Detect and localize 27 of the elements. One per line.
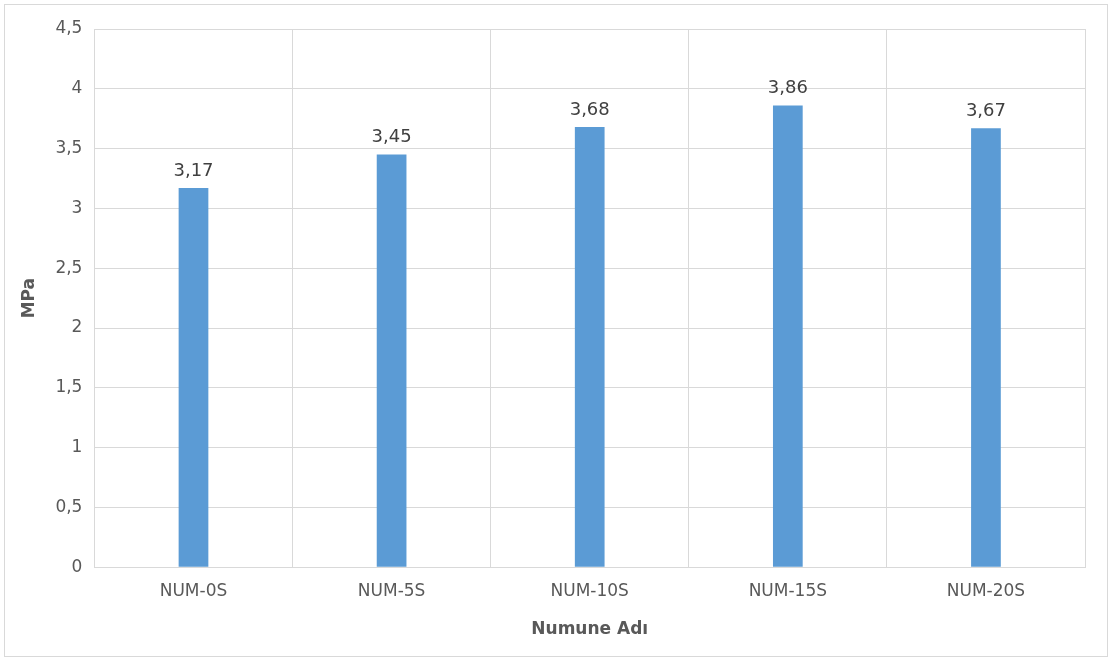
bar (376, 154, 407, 567)
bar (178, 188, 209, 567)
y-axis-title: MPa (17, 277, 38, 319)
x-tick-label: NUM-15S (748, 579, 828, 600)
y-tick-label: 0,5 (55, 495, 83, 516)
bar (971, 128, 1001, 567)
bar (574, 127, 605, 567)
data-label: 3,45 (371, 125, 412, 147)
data-label: 3,68 (569, 97, 610, 119)
x-tick-label: NUM-0S (159, 579, 228, 600)
x-tick-label: NUM-5S (357, 579, 426, 600)
data-label: 3,17 (173, 158, 214, 180)
y-tick-label: 4,5 (55, 17, 83, 38)
x-tick-label: NUM-10S (550, 579, 629, 600)
y-tick-label: 1 (71, 436, 83, 457)
y-tick-label: 3,5 (55, 137, 83, 158)
y-tick-label: 1,5 (55, 376, 83, 397)
y-tick-label: 2 (71, 316, 83, 337)
x-tick-label: NUM-20S (946, 579, 1026, 600)
y-tick-label: 3 (71, 196, 83, 217)
y-tick-label: 2,5 (55, 256, 83, 277)
data-label: 3,67 (965, 98, 1006, 120)
data-label: 3,86 (767, 76, 808, 98)
y-tick-label: 4 (71, 77, 83, 98)
x-axis-title: Numune Adı (531, 618, 649, 639)
bar (772, 105, 803, 567)
y-tick-label: 0 (71, 555, 83, 576)
